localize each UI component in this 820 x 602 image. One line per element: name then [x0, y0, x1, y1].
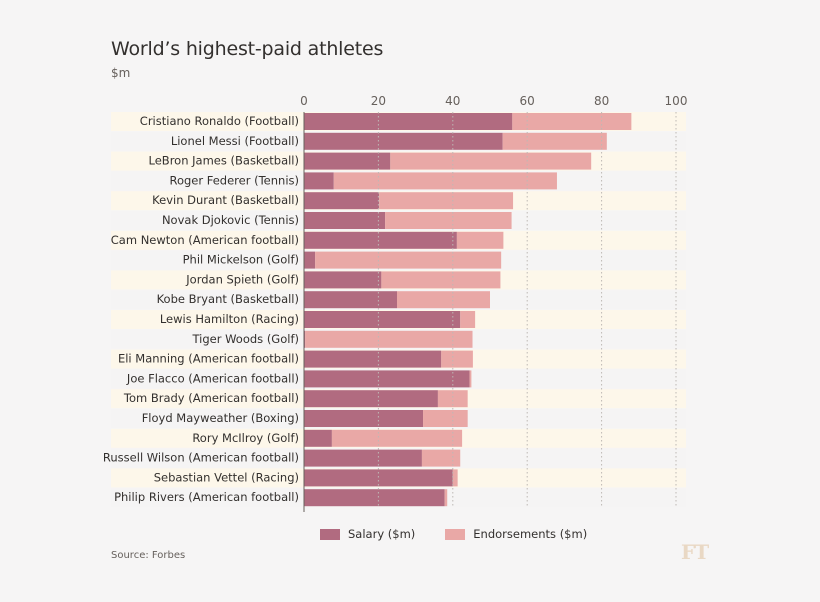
x-tick-label: 0: [300, 94, 308, 108]
bar-endorsements: [381, 271, 501, 289]
category-label: Rory McIlroy (Golf): [192, 431, 299, 445]
category-label: Russell Wilson (American football): [103, 451, 299, 465]
bar-salary: [304, 231, 457, 249]
bar-salary: [304, 251, 316, 269]
x-tick-label: 40: [445, 94, 460, 108]
category-label: Novak Djokovic (Tennis): [162, 213, 299, 227]
x-axis: 0 20 40 60 80 100: [300, 94, 687, 512]
bar-salary: [304, 330, 306, 348]
category-label: Lionel Messi (Football): [171, 134, 299, 148]
bar-salary: [304, 271, 382, 289]
category-label: Cristiano Ronaldo (Football): [140, 114, 299, 128]
category-label: Roger Federer (Tennis): [169, 173, 299, 187]
bar-salary: [304, 291, 397, 309]
category-label: Kevin Durant (Basketball): [152, 193, 299, 207]
bar-endorsements: [423, 410, 468, 427]
x-tick-label: 100: [665, 94, 688, 108]
legend-swatch-endorsements: [445, 528, 466, 540]
category-labels: Cristiano Ronaldo (Football) Lionel Messi…: [103, 114, 299, 504]
category-label: Jordan Spieth (Golf): [185, 272, 299, 286]
bar-endorsements: [305, 330, 473, 348]
category-label: Tiger Woods (Golf): [191, 332, 299, 346]
category-label: Joe Flacco (American football): [126, 371, 299, 385]
bar-endorsements: [512, 113, 632, 130]
bar-endorsements: [456, 231, 504, 249]
bar-salary: [304, 410, 424, 427]
legend-swatch-salary: [320, 528, 340, 540]
bar-endorsements: [421, 449, 461, 467]
x-tick-label: 20: [371, 94, 386, 108]
bar-salary: [304, 429, 332, 447]
x-tick-label: 80: [594, 94, 609, 108]
category-label: Phil Mickelson (Golf): [183, 253, 299, 267]
bar-salary: [304, 172, 334, 190]
legend-label-salary: Salary ($m): [348, 527, 416, 541]
legend-item-endorsements: Endorsements ($m): [445, 527, 587, 541]
source-note: Source: Forbes: [111, 550, 186, 561]
category-label: Sebastian Vettel (Racing): [154, 470, 299, 484]
x-tick-label: 60: [520, 94, 535, 108]
bar-endorsements: [502, 132, 607, 150]
bar-endorsements: [441, 350, 473, 368]
bar-endorsements: [460, 311, 476, 328]
bar-salary: [304, 311, 461, 328]
bar-salary: [304, 212, 386, 229]
bar-endorsements: [315, 251, 502, 269]
bar-endorsements: [379, 192, 514, 210]
bar-endorsements: [385, 212, 512, 229]
legend-label-endorsements: Endorsements ($m): [473, 527, 588, 541]
bar-endorsements: [452, 469, 458, 487]
bar-endorsements: [444, 489, 448, 507]
bar-salary: [304, 489, 445, 507]
bar-endorsements: [469, 370, 472, 388]
bar-salary: [304, 113, 513, 130]
bar-salary: [304, 132, 503, 150]
chart-subtitle: $m: [111, 66, 131, 80]
bar-salary: [304, 390, 438, 408]
category-label: Eli Manning (American football): [118, 352, 299, 366]
bar-salary: [304, 152, 391, 170]
bar-endorsements: [397, 291, 490, 309]
bar-endorsements: [390, 152, 592, 170]
bar-salary: [304, 469, 453, 487]
bar-endorsements: [333, 172, 557, 190]
bar-salary: [304, 192, 380, 210]
category-label: Lewis Hamilton (Racing): [160, 312, 299, 326]
bar-endorsements: [437, 390, 468, 408]
category-label: Philip Rivers (American football): [114, 490, 299, 504]
category-label: Kobe Bryant (Basketball): [157, 292, 299, 306]
bar-salary: [304, 350, 442, 368]
bar-salary: [304, 449, 422, 467]
legend: Salary ($m) Endorsements ($m): [320, 527, 587, 541]
legend-item-salary: Salary ($m): [320, 527, 415, 541]
row-bands: [111, 112, 686, 508]
category-label: Cam Newton (American football): [111, 233, 299, 247]
category-label: Tom Brady (American football): [123, 391, 299, 405]
category-label: Floyd Mayweather (Boxing): [142, 411, 299, 425]
bar-endorsements: [331, 429, 463, 447]
category-label: LeBron James (Basketball): [149, 154, 299, 168]
bar-salary: [304, 370, 470, 388]
ft-logo: FT: [681, 540, 709, 564]
chart-title: World’s highest-paid athletes: [111, 38, 384, 60]
